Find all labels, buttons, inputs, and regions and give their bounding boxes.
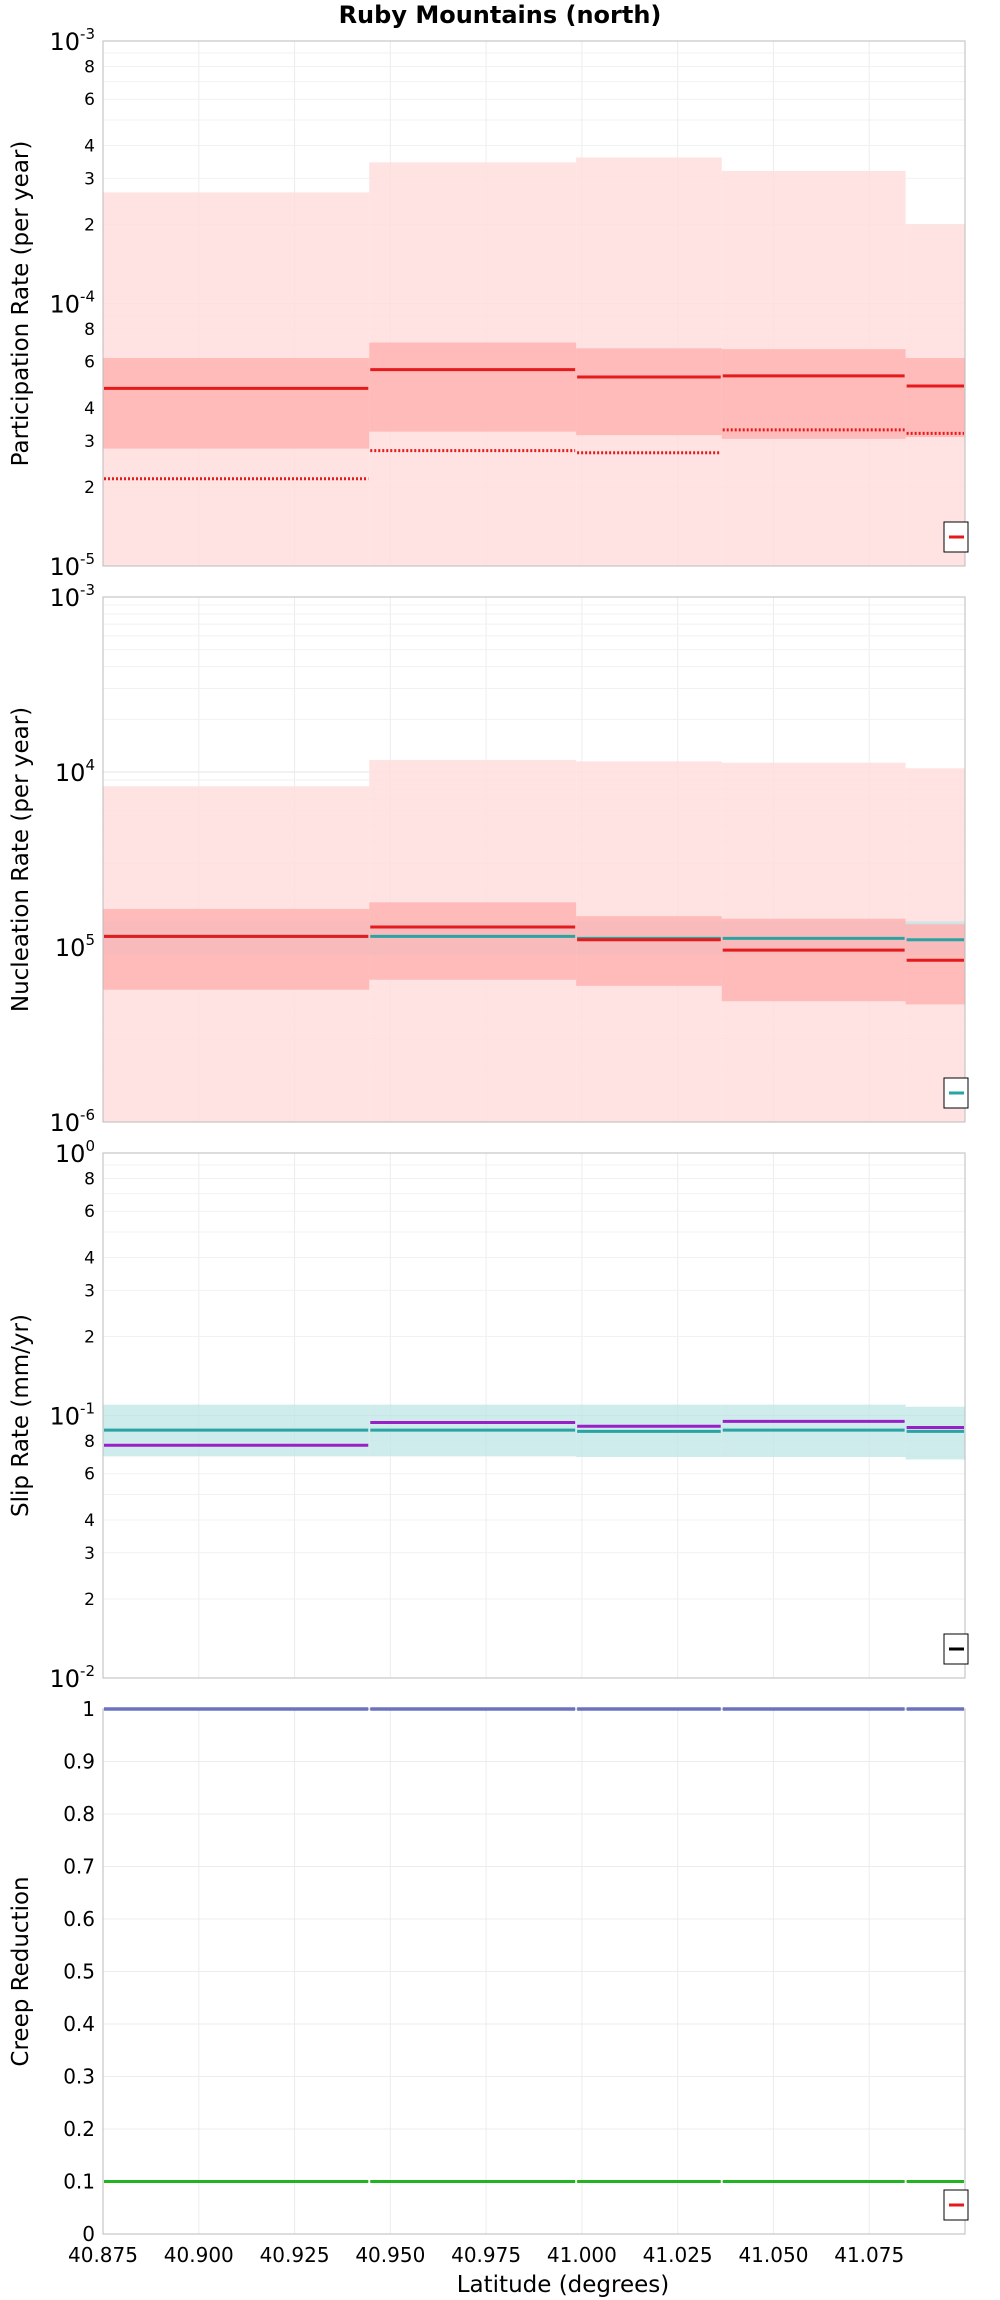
panel-nucleation: 10-6 105 104 10-3 Nucleation Rate (per year) xyxy=(8,581,969,1137)
y-tick-label: 0.1 xyxy=(63,2170,95,2194)
y-minor-tick-label: 2 xyxy=(84,1327,95,1347)
y-minor-tick-label: 8 xyxy=(84,1432,95,1452)
y-tick-label: 10-2 xyxy=(49,1662,95,1693)
y-tick-label: 10-6 xyxy=(49,1106,95,1137)
y-minor-tick-label: 3 xyxy=(84,169,95,189)
y-tick-label: 1 xyxy=(82,1697,95,1721)
x-tick-label: 40.950 xyxy=(355,2243,425,2267)
y-tick-label: 0.3 xyxy=(63,2065,95,2089)
y-tick-label: 0.5 xyxy=(63,1960,95,1984)
uncertainty-band xyxy=(721,349,906,439)
y-minor-tick-label: 4 xyxy=(84,1248,95,1268)
y-tick-label: 10-5 xyxy=(49,550,95,581)
y-tick-label: 0.2 xyxy=(63,2117,95,2141)
x-tick-label: 41.000 xyxy=(547,2243,617,2267)
y-tick-label: 105 xyxy=(55,931,95,962)
y-minor-tick-label: 6 xyxy=(84,1202,95,1222)
chart-title: Ruby Mountains (north) xyxy=(339,1,662,29)
panel-participation: 10-5 10-4 10-3 2 3 4 6 8 2 3 4 6 8 Participation Rate… xyxy=(8,25,969,581)
y-tick-label: 0.7 xyxy=(63,1855,95,1879)
y-minor-tick-label: 8 xyxy=(84,1169,95,1189)
panel-slip: 10-2 10-1 100 2 3 4 6 8 2 3 4 6 8 Slip Rate (mm/yr) xyxy=(8,1137,969,1693)
uncertainty-band xyxy=(721,918,906,1002)
y-tick-label: 10-3 xyxy=(49,581,95,612)
y-minor-tick-label: 4 xyxy=(84,399,95,419)
panel-creep: 0 0.1 0.2 0.3 0.4 0.5 0.6 0.7 0.8 0.9 1 Creep Reduc… xyxy=(8,1697,969,2246)
plot-frame xyxy=(102,40,966,567)
y-tick-label: 104 xyxy=(55,756,95,787)
y-minor-tick-label: 4 xyxy=(84,1511,95,1531)
y-minor-tick-label: 4 xyxy=(84,136,95,156)
y-tick-label: 0.9 xyxy=(63,1750,95,1774)
uncertainty-band xyxy=(905,924,965,1005)
x-tick-label: 41.075 xyxy=(834,2243,904,2267)
y-minor-tick-label: 8 xyxy=(84,320,95,340)
y-minor-tick-label: 2 xyxy=(84,215,95,235)
x-tick-label: 41.025 xyxy=(643,2243,713,2267)
y-minor-tick-label: 2 xyxy=(84,1590,95,1610)
y-tick-label: 0.4 xyxy=(63,2012,95,2036)
y-axis-label: Creep Reduction xyxy=(8,1876,34,2066)
x-tick-label: 40.875 xyxy=(68,2243,138,2267)
uncertainty-band xyxy=(905,357,965,438)
y-minor-tick-label: 8 xyxy=(84,57,95,77)
y-minor-tick-label: 3 xyxy=(84,1544,95,1564)
uncertainty-band xyxy=(905,1406,965,1460)
y-minor-tick-label: 6 xyxy=(84,1465,95,1485)
plot-frame xyxy=(102,1708,966,2235)
uncertainty-band xyxy=(103,908,370,990)
x-tick-label: 40.925 xyxy=(260,2243,330,2267)
uncertainty-band xyxy=(369,342,577,432)
y-axis-label: Slip Rate (mm/yr) xyxy=(8,1314,34,1517)
x-axis-label: Latitude (degrees) xyxy=(457,2272,670,2298)
y-tick-label: 0.6 xyxy=(63,1907,95,1931)
y-minor-tick-label: 6 xyxy=(84,90,95,110)
x-tick-label: 40.975 xyxy=(451,2243,521,2267)
chart-panels: 10-5 10-4 10-3 2 3 4 6 8 2 3 4 6 8 Participation Rate… xyxy=(8,25,969,2267)
y-minor-tick-label: 2 xyxy=(84,478,95,498)
x-tick-label: 40.900 xyxy=(164,2243,234,2267)
uncertainty-band xyxy=(576,916,722,986)
x-tick-label: 41.050 xyxy=(738,2243,808,2267)
y-minor-tick-label: 3 xyxy=(84,1281,95,1301)
plot-frame xyxy=(102,1152,966,1679)
uncertainty-band xyxy=(576,348,722,436)
y-tick-label: 10-4 xyxy=(49,288,95,319)
uncertainty-band xyxy=(369,902,577,980)
y-tick-label: 10-1 xyxy=(49,1400,95,1431)
plot-frame xyxy=(102,596,966,1123)
y-tick-label: 0 xyxy=(82,2222,95,2246)
y-minor-tick-label: 3 xyxy=(84,432,95,452)
y-tick-label: 100 xyxy=(55,1137,95,1168)
y-minor-tick-label: 6 xyxy=(84,353,95,373)
y-axis-label: Nucleation Rate (per year) xyxy=(8,707,34,1012)
uncertainty-band xyxy=(103,357,370,449)
y-axis-label: Participation Rate (per year) xyxy=(8,141,34,467)
y-tick-label: 0.8 xyxy=(63,1802,95,1826)
y-tick-label: 10-3 xyxy=(49,25,95,56)
